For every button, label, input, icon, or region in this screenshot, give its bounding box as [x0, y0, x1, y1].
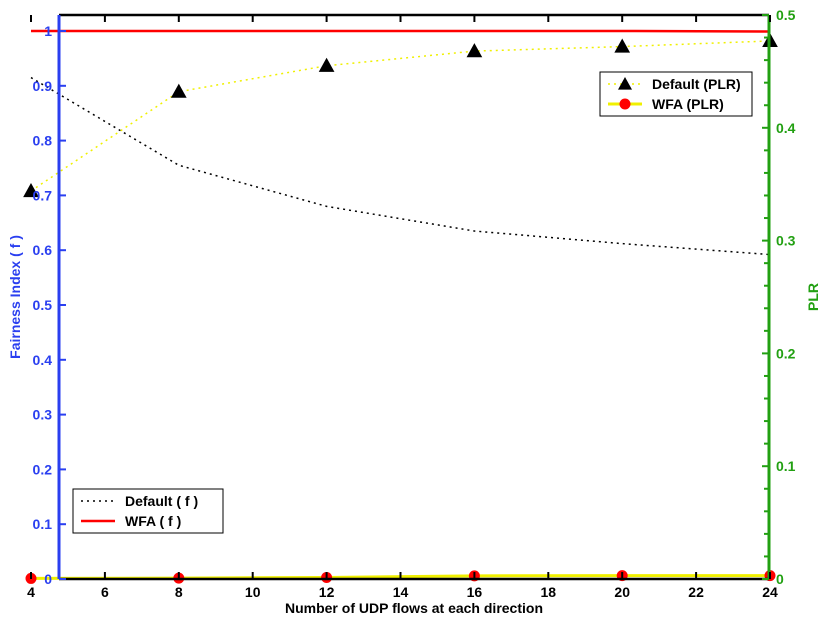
right-y-tick-label: 0.4	[776, 120, 796, 136]
series-line-default-plr	[30, 40, 771, 192]
legend-label: WFA ( f )	[125, 513, 181, 529]
left-y-tick-label: 0.6	[33, 242, 53, 258]
legend-bottom-left: Default ( f ) WFA ( f )	[72, 488, 224, 534]
legend-swatch-marker	[618, 77, 632, 90]
left-y-tick-label: 0.9	[33, 78, 53, 94]
right-y-tick-label: 0.5	[776, 7, 796, 23]
x-tick-label: 4	[27, 584, 35, 600]
series-line-wfa-f	[31, 29, 771, 33]
legend-box	[72, 488, 224, 534]
legend-label: Default (PLR)	[652, 76, 741, 92]
left-y-tick-label: 0.7	[33, 187, 53, 203]
right-y-tick-label: 0.3	[776, 233, 796, 249]
point-default-plr	[23, 182, 39, 198]
x-tick-label: 24	[762, 584, 778, 600]
left-y-axis-label: Fairness Index ( f )	[7, 235, 23, 359]
legend-swatch-marker	[619, 98, 631, 110]
x-tick-label: 20	[614, 584, 630, 600]
x-tick-label: 10	[245, 584, 261, 600]
right-y-tick-label: 0	[776, 571, 784, 587]
right-y-axis-label: PLR	[805, 283, 821, 311]
x-tick-label: 18	[541, 584, 557, 600]
legend-top-right: Default (PLR) WFA (PLR)	[599, 71, 753, 117]
x-axis-label: Number of UDP flows at each direction	[285, 600, 543, 616]
x-tick-label: 8	[175, 584, 183, 600]
x-tick-label: 14	[393, 584, 409, 600]
ticks-layer: 4 6 8 10 12 14 16 18 20 22 2400.10.20.30.40.50.60.…	[27, 7, 796, 600]
left-y-tick-label: 0.2	[33, 461, 53, 477]
left-y-tick-label: 0.4	[33, 352, 53, 368]
point-default-plr	[466, 43, 483, 58]
x-tick-label: 16	[467, 584, 483, 600]
point-default-plr	[170, 83, 187, 98]
legend-label: WFA (PLR)	[652, 96, 724, 112]
left-y-tick-label: 0.5	[33, 297, 53, 313]
left-y-tick-label: 0.3	[33, 407, 53, 423]
x-tick-label: 6	[101, 584, 109, 600]
legend-label: Default ( f )	[125, 493, 198, 509]
left-y-tick-label: 0	[44, 571, 52, 587]
point-default-plr	[614, 38, 631, 53]
right-y-tick-label: 0.2	[776, 345, 796, 361]
left-y-tick-label: 0.8	[33, 133, 53, 149]
right-y-tick-label: 0.1	[776, 458, 796, 474]
x-tick-label: 12	[319, 584, 335, 600]
left-y-tick-label: 1	[44, 23, 52, 39]
series-line-default-f	[30, 76, 771, 256]
left-y-tick-label: 0.1	[33, 516, 53, 532]
point-default-plr	[318, 57, 335, 72]
x-tick-label: 22	[688, 584, 704, 600]
